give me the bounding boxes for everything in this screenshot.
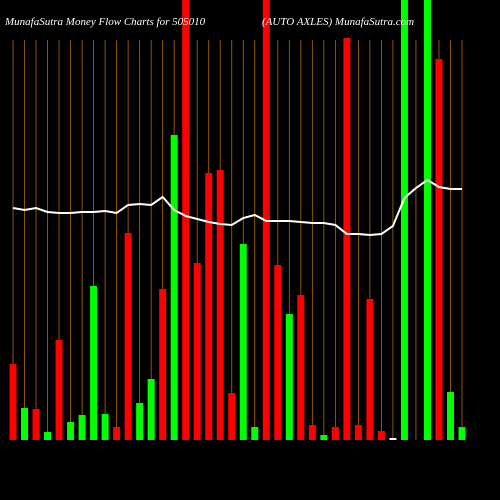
bar bbox=[32, 409, 40, 440]
bar bbox=[216, 170, 224, 440]
bar bbox=[251, 427, 259, 440]
bar bbox=[435, 59, 443, 440]
bar bbox=[124, 233, 132, 440]
bar bbox=[193, 263, 201, 440]
bar bbox=[366, 299, 374, 440]
bar bbox=[343, 38, 351, 440]
chart-title: MunafaSutra Money Flow Charts for 505010 bbox=[4, 16, 206, 28]
bar bbox=[159, 289, 167, 440]
bar bbox=[331, 427, 339, 440]
chart-subtitle: (AUTO AXLES) MunafaSutra.com bbox=[262, 16, 414, 28]
bar bbox=[320, 435, 328, 440]
bar bbox=[9, 364, 17, 440]
bar bbox=[228, 393, 236, 440]
bar bbox=[55, 340, 63, 440]
bar bbox=[78, 415, 86, 440]
bar bbox=[136, 403, 144, 440]
bar bbox=[67, 422, 75, 440]
bar bbox=[308, 425, 316, 440]
bar bbox=[90, 286, 98, 440]
bar bbox=[446, 392, 454, 440]
bar bbox=[458, 427, 466, 440]
bar bbox=[101, 414, 109, 440]
bar bbox=[113, 427, 121, 440]
bar bbox=[377, 431, 385, 440]
bar bbox=[389, 438, 397, 440]
bar bbox=[354, 425, 362, 440]
bar bbox=[239, 244, 247, 440]
bar bbox=[423, 0, 431, 440]
bar bbox=[400, 0, 408, 440]
bar bbox=[297, 295, 305, 440]
money-flow-line bbox=[12, 178, 462, 237]
bar bbox=[21, 408, 29, 440]
bar bbox=[285, 314, 293, 440]
bar bbox=[182, 0, 190, 440]
bar bbox=[170, 135, 178, 440]
bar bbox=[205, 173, 213, 440]
bar bbox=[147, 379, 155, 440]
bar bbox=[44, 432, 52, 440]
bar bbox=[274, 265, 282, 440]
